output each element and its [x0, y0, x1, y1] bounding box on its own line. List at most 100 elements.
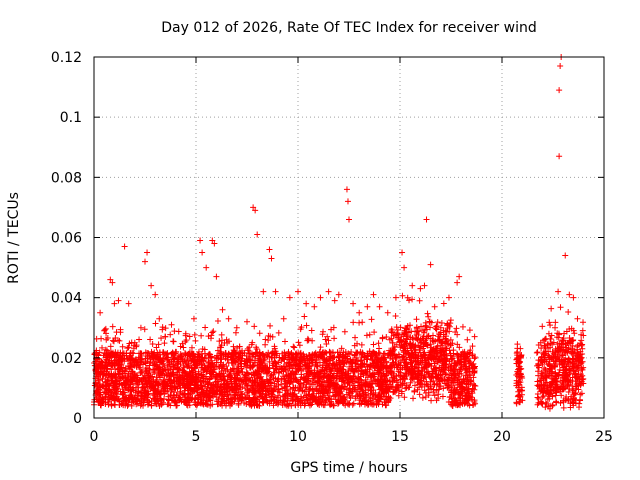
roti-point	[580, 364, 587, 371]
roti-point	[93, 395, 100, 402]
roti-point	[234, 345, 241, 352]
roti-point	[218, 337, 225, 344]
roti-point	[228, 378, 235, 385]
roti-point	[229, 386, 236, 393]
roti-point	[97, 402, 104, 409]
roti-point	[366, 331, 373, 338]
roti-point	[284, 397, 291, 404]
roti-point	[545, 393, 552, 400]
roti-point	[168, 373, 175, 380]
roti-point	[294, 353, 301, 360]
roti-point	[209, 237, 216, 244]
roti-point	[534, 349, 541, 356]
roti-point	[170, 354, 177, 361]
roti-point	[250, 204, 257, 211]
roti-point	[227, 354, 234, 361]
roti-point	[138, 389, 145, 396]
roti-point	[125, 387, 132, 394]
roti-point	[371, 349, 378, 356]
roti-point	[370, 341, 377, 348]
roti-point	[427, 349, 434, 356]
roti-point	[571, 330, 578, 337]
roti-point	[276, 389, 283, 396]
roti-point	[361, 396, 368, 403]
roti-point	[383, 397, 390, 404]
roti-point	[577, 391, 584, 398]
roti-point	[285, 389, 292, 396]
roti-point	[149, 353, 156, 360]
roti-point	[451, 367, 458, 374]
roti-point	[421, 340, 428, 347]
roti-point	[352, 357, 359, 364]
roti-point	[437, 372, 444, 379]
roti-point	[164, 382, 171, 389]
roti-point	[577, 382, 584, 389]
roti-point	[578, 337, 585, 344]
roti-point	[421, 326, 428, 333]
roti-point	[334, 366, 341, 373]
roti-point	[311, 303, 318, 310]
roti-point	[572, 368, 579, 375]
roti-point	[517, 386, 524, 393]
roti-point	[281, 398, 288, 405]
roti-point	[306, 352, 313, 359]
roti-point	[111, 382, 118, 389]
roti-point	[272, 288, 279, 295]
roti-point	[423, 333, 430, 340]
roti-point	[437, 342, 444, 349]
roti-point	[350, 300, 357, 307]
roti-point	[144, 355, 151, 362]
roti-point	[137, 324, 144, 331]
roti-point	[350, 377, 357, 384]
roti-point	[300, 394, 307, 401]
roti-point	[297, 393, 304, 400]
roti-point	[177, 355, 184, 362]
roti-point	[376, 380, 383, 387]
roti-point	[459, 323, 466, 330]
roti-point	[289, 365, 296, 372]
roti-point	[559, 351, 566, 358]
roti-point	[393, 331, 400, 338]
roti-point	[351, 342, 358, 349]
roti-point	[427, 324, 434, 331]
roti-point	[325, 337, 332, 344]
roti-point	[207, 362, 214, 369]
roti-point	[246, 344, 253, 351]
roti-point	[271, 354, 278, 361]
roti-point	[256, 357, 263, 364]
roti-point	[447, 320, 454, 327]
roti-point	[329, 354, 336, 361]
roti-point	[97, 361, 104, 368]
roti-point	[142, 349, 149, 356]
roti-point	[202, 324, 209, 331]
roti-point	[258, 385, 265, 392]
roti-point	[169, 395, 176, 402]
roti-point	[442, 335, 449, 342]
roti-point	[181, 380, 188, 387]
roti-point	[166, 397, 173, 404]
roti-point	[115, 297, 122, 304]
roti-point	[140, 375, 147, 382]
roti-point	[256, 330, 263, 337]
roti-point	[151, 385, 158, 392]
roti-point	[166, 376, 173, 383]
roti-point	[422, 393, 429, 400]
roti-point	[469, 343, 476, 350]
roti-point	[347, 359, 354, 366]
roti-point	[553, 389, 560, 396]
roti-point	[370, 401, 377, 408]
roti-point	[421, 387, 428, 394]
roti-point	[275, 329, 282, 336]
roti-point	[293, 377, 300, 384]
roti-point	[256, 379, 263, 386]
roti-point	[456, 368, 463, 375]
x-tick-label: 20	[493, 429, 511, 445]
roti-point	[430, 389, 437, 396]
roti-point	[316, 374, 323, 381]
roti-point	[403, 335, 410, 342]
roti-point	[205, 333, 212, 340]
roti-point	[389, 384, 396, 391]
roti-point	[236, 349, 243, 356]
roti-point	[123, 394, 130, 401]
roti-point	[311, 369, 318, 376]
